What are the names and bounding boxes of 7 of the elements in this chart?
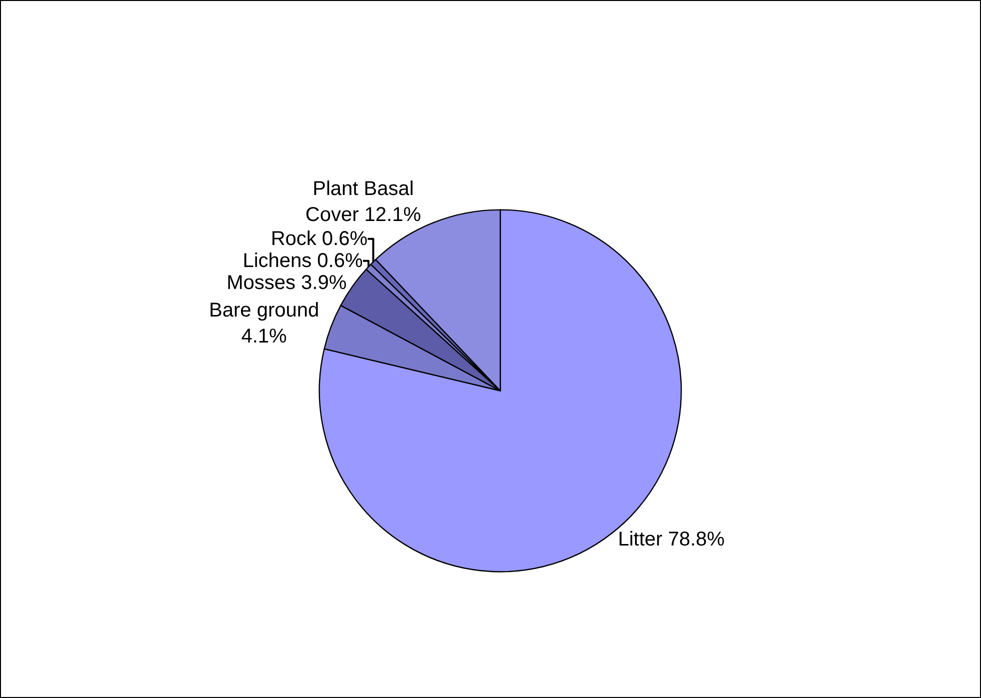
slice-label: Litter 78.8%	[618, 528, 725, 551]
slice-label: Plant Basal Cover 12.1%	[305, 178, 422, 226]
slice-label: Rock 0.6%	[270, 228, 368, 250]
slice-label: Bare ground	[209, 300, 320, 322]
data-label: 4.1%	[241, 326, 288, 348]
slice-label: Mosses 3.9%	[226, 272, 347, 294]
slice-label: Lichens 0.6%	[242, 250, 363, 272]
